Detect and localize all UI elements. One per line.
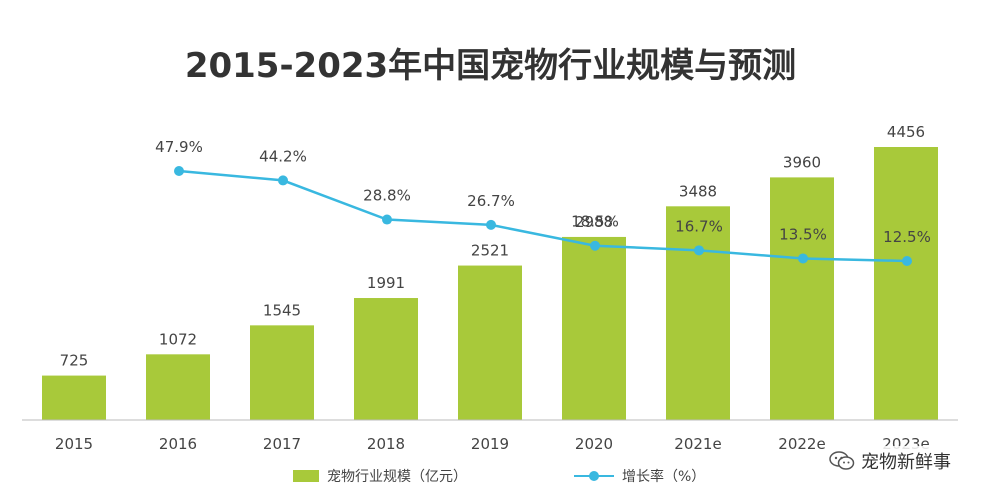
growth-value-label: 12.5% xyxy=(883,228,931,246)
bar-value-label: 4456 xyxy=(887,123,925,141)
bar xyxy=(250,325,314,420)
bar xyxy=(666,206,730,420)
x-tick-label: 2022e xyxy=(778,435,825,453)
bar xyxy=(770,177,834,420)
legend: 宠物行业规模（亿元） 增长率（%） xyxy=(0,466,981,490)
growth-point xyxy=(174,166,184,176)
bar xyxy=(874,147,938,420)
growth-point xyxy=(798,253,808,264)
wechat-icon xyxy=(829,451,855,470)
bar-value-label: 3960 xyxy=(783,153,821,171)
bar-value-label: 1072 xyxy=(159,330,197,348)
bar xyxy=(354,298,418,420)
x-tick-label: 2018 xyxy=(367,435,405,453)
bar-value-label: 1991 xyxy=(367,274,405,292)
x-tick-label: 2019 xyxy=(471,435,509,453)
growth-value-label: 28.8% xyxy=(363,187,411,205)
growth-point xyxy=(694,245,704,256)
bar xyxy=(42,375,106,420)
x-tick-label: 2016 xyxy=(159,435,197,453)
legend-label-scale: 宠物行业规模（亿元） xyxy=(327,469,467,485)
growth-point xyxy=(590,240,600,251)
growth-value-label: 47.9% xyxy=(155,138,203,156)
legend-item-scale: 宠物行业规模（亿元） xyxy=(293,466,467,486)
growth-point xyxy=(486,219,496,230)
watermark: 宠物新鲜事 xyxy=(825,446,955,476)
bar-value-label: 2521 xyxy=(471,242,509,260)
x-tick-label: 2015 xyxy=(55,435,93,453)
growth-value-label: 44.2% xyxy=(259,147,307,165)
bar-value-label: 2988 xyxy=(575,213,613,231)
x-tick-label: 2020 xyxy=(575,435,613,453)
x-tick-label: 2017 xyxy=(263,435,301,453)
chart-title: 2015-2023年中国宠物行业规模与预测 xyxy=(184,46,797,86)
growth-line xyxy=(178,169,908,263)
bar-value-label: 1545 xyxy=(263,301,301,319)
bar-value-label: 725 xyxy=(60,352,89,370)
growth-point xyxy=(278,175,288,186)
watermark-text: 宠物新鲜事 xyxy=(861,452,951,473)
bar-value-label: 3488 xyxy=(679,182,717,200)
growth-value-label: 13.5% xyxy=(779,225,827,243)
growth-point xyxy=(382,214,392,225)
bar xyxy=(562,236,626,420)
bar xyxy=(458,265,522,420)
growth-value-label: 26.7% xyxy=(467,192,515,210)
legend-bar-swatch xyxy=(293,470,319,482)
legend-line-swatch xyxy=(574,470,614,482)
growth-value-label: 18.5% xyxy=(571,213,619,231)
legend-item-growth: 增长率（%） xyxy=(574,466,705,486)
growth-point xyxy=(902,256,912,266)
bar xyxy=(146,354,210,420)
x-tick-label: 2021e xyxy=(674,435,721,453)
legend-label-growth: 增长率（%） xyxy=(622,469,706,485)
growth-value-label: 16.7% xyxy=(675,217,723,235)
